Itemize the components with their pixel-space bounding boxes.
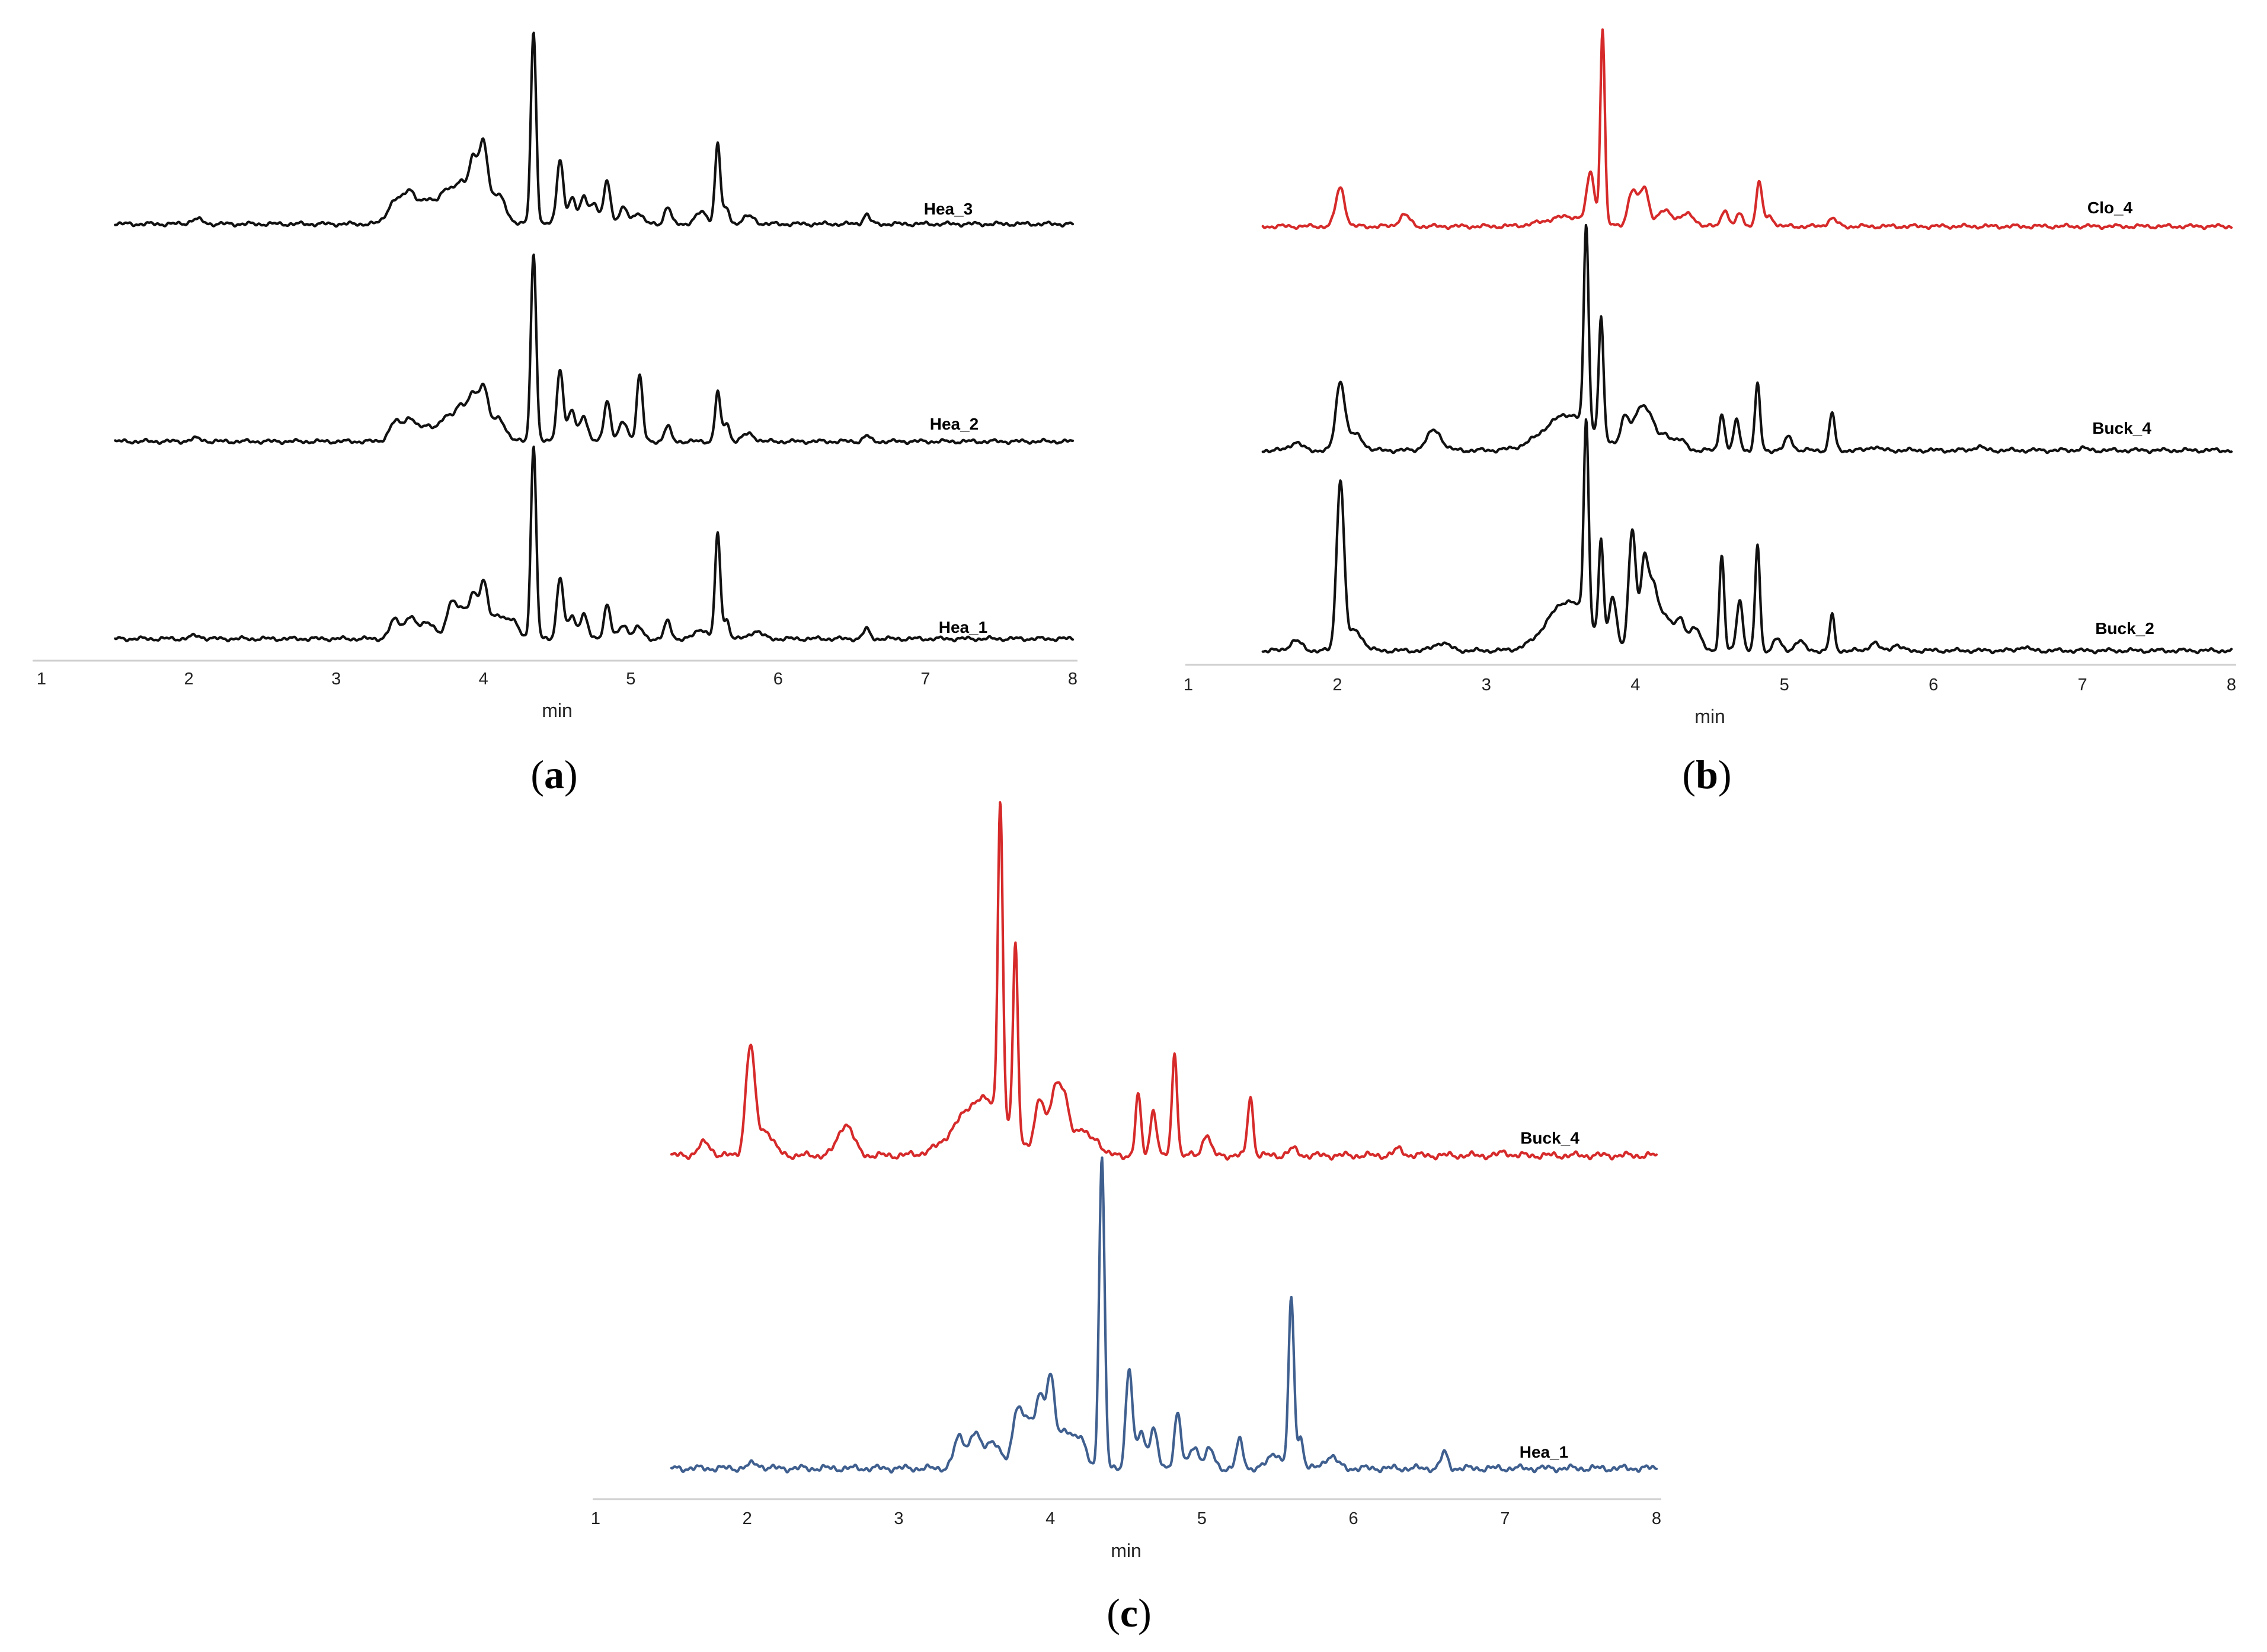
chart-panel-c: 1 2 3 4 5 6 7 8 min (c) Buck_4 Hea_1 xyxy=(591,801,1661,1635)
x-tick-label: 5 xyxy=(1780,675,1789,694)
series-label: Hea_3 xyxy=(924,200,973,218)
series-label: Hea_1 xyxy=(939,618,988,636)
x-tick-label: 8 xyxy=(2227,675,2236,694)
series-label: Clo_4 xyxy=(2087,199,2133,217)
x-axis-title: min xyxy=(1111,1540,1142,1561)
x-tick-label: 7 xyxy=(2078,675,2087,694)
series-trace xyxy=(114,445,1075,643)
x-tick-label: 4 xyxy=(1630,675,1640,694)
x-tick-label: 2 xyxy=(1332,675,1342,694)
panel-label: (a) xyxy=(530,752,577,797)
x-tick-label: 6 xyxy=(1349,1509,1358,1528)
series-trace xyxy=(1261,223,2233,454)
x-tick-label: 1 xyxy=(37,670,46,689)
panel-label: (b) xyxy=(1682,752,1731,797)
series-label: Hea_1 xyxy=(1520,1443,1569,1461)
series-trace xyxy=(1261,418,2233,655)
x-tick-label: 7 xyxy=(1500,1509,1510,1528)
x-tick-label: 4 xyxy=(1045,1509,1055,1528)
x-tick-label: 3 xyxy=(1482,675,1491,694)
x-tick-label: 2 xyxy=(184,670,194,689)
x-tick-label: 3 xyxy=(894,1509,903,1528)
panel-label: (c) xyxy=(1107,1590,1152,1635)
x-tick-label: 7 xyxy=(920,670,930,689)
x-axis-title: min xyxy=(542,700,573,721)
x-tick-label: 8 xyxy=(1068,670,1077,689)
x-tick-label: 8 xyxy=(1652,1509,1661,1528)
chart-panel-a: 1 2 3 4 5 6 7 8 min (a) Hea_3 Hea_2 Hea_1 xyxy=(33,31,1077,797)
chart-panel-b: 1 2 3 4 5 6 7 8 min (b) Clo_4 Buck_4 Buck_2 xyxy=(1184,28,2236,797)
series-trace xyxy=(114,31,1075,228)
x-tick-label: 5 xyxy=(1197,1509,1207,1528)
x-tick-label: 5 xyxy=(626,670,635,689)
series-trace xyxy=(670,801,1658,1161)
x-tick-label: 2 xyxy=(743,1509,752,1528)
series-trace xyxy=(1261,28,2233,230)
series-label: Buck_4 xyxy=(2092,419,2151,437)
x-tick-label: 3 xyxy=(331,670,341,689)
series-label: Buck_4 xyxy=(1520,1129,1579,1147)
series-label: Buck_2 xyxy=(2095,619,2154,638)
x-tick-label: 6 xyxy=(773,670,783,689)
x-tick-label: 1 xyxy=(591,1509,600,1528)
x-tick-label: 6 xyxy=(1929,675,1938,694)
x-tick-label: 1 xyxy=(1184,675,1193,694)
x-axis-title: min xyxy=(1694,706,1725,727)
series-label: Hea_2 xyxy=(930,415,979,433)
series-trace xyxy=(670,1156,1658,1474)
x-tick-label: 4 xyxy=(479,670,488,689)
series-trace xyxy=(114,253,1075,446)
